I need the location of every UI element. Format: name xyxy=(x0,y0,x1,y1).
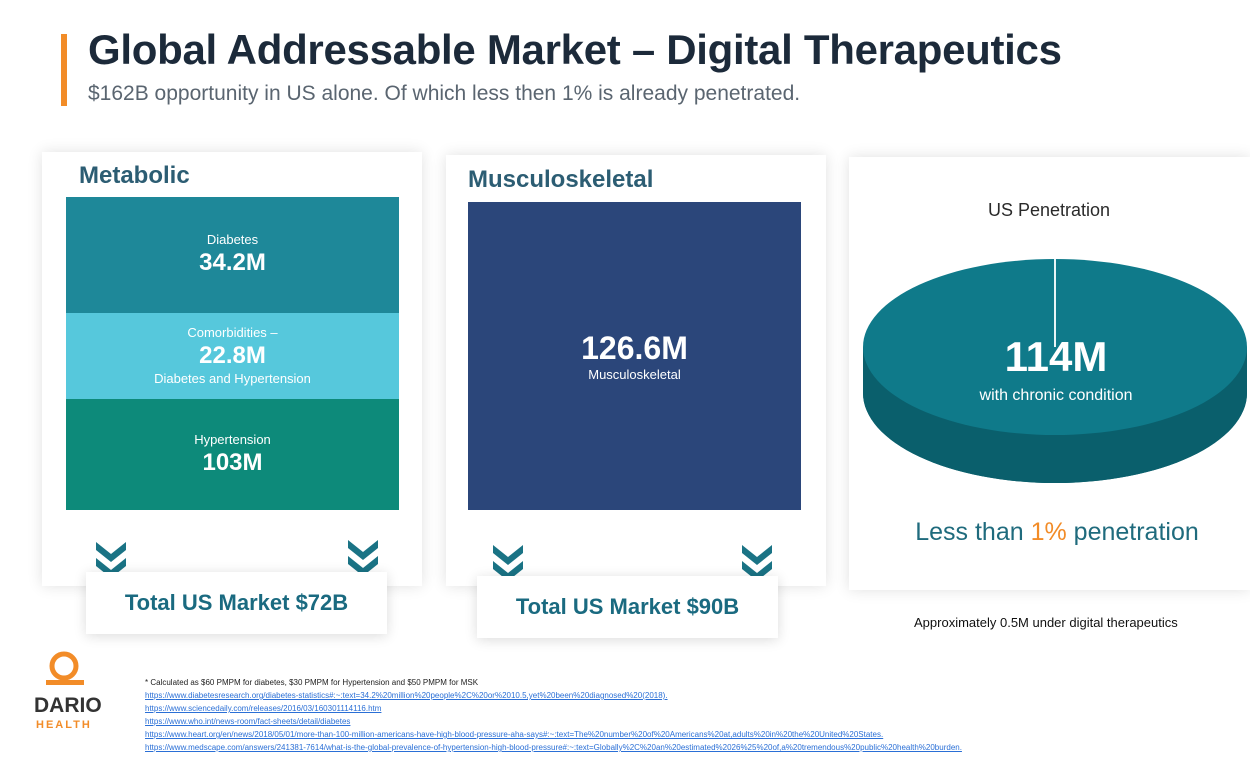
reference-link[interactable]: https://www.diabetesresearch.org/diabete… xyxy=(145,691,668,700)
page-subtitle: $162B opportunity in US alone. Of which … xyxy=(88,82,801,105)
svg-text:DARIO: DARIO xyxy=(34,694,102,717)
comorbidities-label: Comorbidities – xyxy=(187,325,278,340)
diabetes-label: Diabetes xyxy=(206,232,259,247)
metabolic-heading: Metabolic xyxy=(79,162,190,189)
musculoskeletal-heading: Musculoskeletal xyxy=(468,166,654,193)
reference-link[interactable]: https://www.who.int/news-room/fact-sheet… xyxy=(145,717,351,726)
title-accent-bar xyxy=(61,34,67,106)
penetration-statement-suffix: penetration xyxy=(1066,518,1199,546)
penetration-statement-prefix: Less than xyxy=(915,518,1031,546)
digital-therapeutics-note: Approximately 0.5M under digital therape… xyxy=(914,615,1178,630)
dario-health-logo: DARIO HEALTH xyxy=(34,651,102,731)
metabolic-total-market: Total US Market $72B xyxy=(86,572,387,634)
pie-label: with chronic condition xyxy=(979,387,1133,404)
footnote-calculation: * Calculated as $60 PMPM for diabetes, $… xyxy=(145,678,479,687)
svg-text:HEALTH: HEALTH xyxy=(36,719,92,731)
hypertension-label: Hypertension xyxy=(194,431,271,447)
penetration-percent: 1% xyxy=(1030,518,1067,546)
reference-link[interactable]: https://www.medscape.com/answers/241381-… xyxy=(145,743,962,752)
musculoskeletal-value: 126.6M xyxy=(581,330,688,366)
hypertension-block: Hypertension 103M xyxy=(66,399,399,510)
diabetes-value: 34.2M xyxy=(199,249,266,276)
penetration-statement: Less than 1% penetration xyxy=(850,518,1250,547)
musculoskeletal-total-market: Total US Market $90B xyxy=(477,576,778,638)
footnotes: * Calculated as $60 PMPM for diabetes, $… xyxy=(145,676,962,754)
page-title: Global Addressable Market – Digital Ther… xyxy=(88,26,1062,73)
reference-link[interactable]: https://www.sciencedaily.com/releases/20… xyxy=(145,704,382,713)
pie-value: 114M xyxy=(1004,333,1108,380)
penetration-title: US Penetration xyxy=(988,200,1111,220)
musculoskeletal-block: 126.6M Musculoskeletal xyxy=(468,202,801,510)
comorbidities-block: Comorbidities – 22.8M Diabetes and Hyper… xyxy=(66,313,399,399)
reference-link[interactable]: https://www.heart.org/en/news/2018/05/01… xyxy=(145,730,884,739)
diabetes-block: Diabetes 34.2M xyxy=(66,197,399,313)
musculoskeletal-label: Musculoskeletal xyxy=(588,367,681,382)
comorbidities-sublabel: Diabetes and Hypertension xyxy=(154,371,311,386)
hypertension-value: 103M xyxy=(202,448,263,476)
penetration-pie-chart xyxy=(863,259,1247,483)
comorbidities-value: 22.8M xyxy=(199,342,266,369)
